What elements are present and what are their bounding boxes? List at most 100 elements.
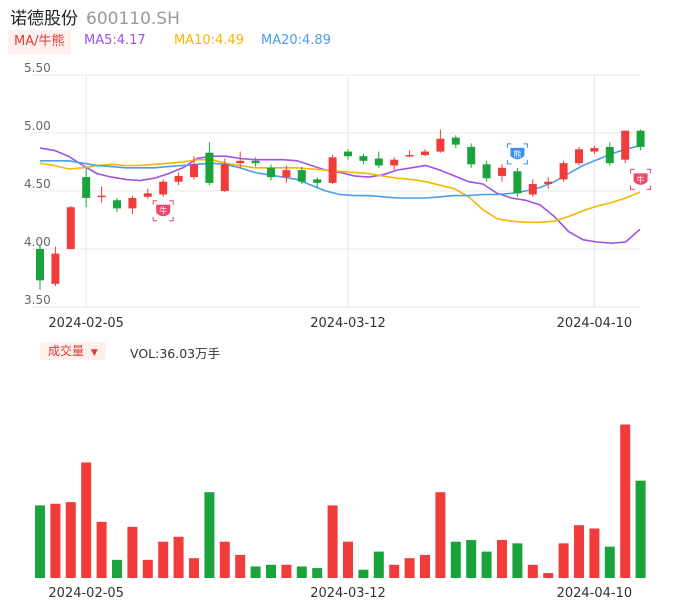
candle xyxy=(621,130,630,164)
candle-body xyxy=(528,184,537,195)
ma20-value: MA20:4.89 xyxy=(261,33,331,48)
candle-body xyxy=(82,177,91,198)
candle-body xyxy=(190,164,198,178)
bull-icon xyxy=(633,173,648,185)
candle-body xyxy=(297,170,306,182)
candle xyxy=(344,149,352,160)
y-tick-label: 3.50 xyxy=(24,293,51,307)
candle xyxy=(174,172,183,186)
candle xyxy=(251,157,260,167)
volume-bar xyxy=(420,554,430,578)
candle-body xyxy=(220,164,229,191)
volume-bar-chart[interactable]: 2024-02-05 2024-03-12 2024-04-10 xyxy=(0,370,686,606)
bear-badge: 熊 xyxy=(506,143,528,165)
volume-indicator-tab[interactable]: 成交量 ▼ xyxy=(40,342,106,360)
candle xyxy=(559,160,568,182)
volume-bar xyxy=(327,505,338,578)
x-tick-label: 2024-04-10 xyxy=(557,586,633,601)
stock-code: 600110.SH xyxy=(86,9,180,29)
candle-body xyxy=(236,160,245,164)
volume-bar xyxy=(635,480,646,578)
candle xyxy=(190,156,198,180)
candle-body xyxy=(143,193,152,197)
volume-bar xyxy=(250,566,261,578)
candle xyxy=(605,142,614,166)
price-candlestick-chart[interactable]: 5.50 5.00 4.50 4.00 3.50 2024-02-05 2024-03-12… xyxy=(0,60,686,335)
candle xyxy=(205,142,214,186)
volume-bar xyxy=(173,536,184,578)
volume-bar xyxy=(219,541,230,578)
volume-bar xyxy=(497,540,507,578)
volume-bar xyxy=(50,503,61,578)
volume-bar xyxy=(589,528,600,578)
x-tick-label: 2024-03-12 xyxy=(310,316,386,331)
volume-bar xyxy=(481,551,492,578)
volume-bar xyxy=(96,521,107,578)
stock-name: 诺德股份 xyxy=(10,9,78,29)
candle-body xyxy=(421,151,429,156)
x-tick-label: 2024-03-12 xyxy=(310,586,386,601)
candle-body xyxy=(128,197,137,209)
badge-frame xyxy=(506,143,528,165)
badge-label: 牛 xyxy=(159,206,167,216)
candle-body xyxy=(482,164,491,179)
volume-bar xyxy=(281,564,292,578)
candle xyxy=(421,149,429,157)
candle-body xyxy=(113,200,121,209)
badge-frame xyxy=(630,168,652,190)
y-tick-label: 4.50 xyxy=(24,177,51,191)
volume-bar xyxy=(235,554,246,578)
volume-tab-label: 成交量 xyxy=(48,344,85,358)
candle-body xyxy=(282,170,291,178)
candle-body xyxy=(374,158,383,166)
candle-body xyxy=(390,159,399,166)
candle-body xyxy=(621,130,630,160)
volume-bar xyxy=(620,424,631,578)
ma10-line xyxy=(39,158,641,224)
candle xyxy=(590,145,599,154)
candle-body xyxy=(205,152,214,183)
candle-body xyxy=(51,253,60,284)
volume-bar xyxy=(574,525,584,578)
candle xyxy=(528,179,537,197)
volume-bar xyxy=(189,558,199,578)
volume-bar xyxy=(358,569,369,578)
badge-label: 牛 xyxy=(637,174,645,184)
candle xyxy=(143,188,152,200)
volume-bar xyxy=(204,492,215,578)
candle-body xyxy=(97,195,106,198)
candle xyxy=(282,165,291,183)
y-tick-label: 5.00 xyxy=(24,119,51,133)
candle xyxy=(374,151,383,168)
volume-bar xyxy=(604,546,615,578)
candle-body xyxy=(605,146,614,164)
candle xyxy=(467,143,476,168)
ma5-value: MA5:4.17 xyxy=(84,33,146,48)
volume-bar xyxy=(312,568,323,578)
volume-bar xyxy=(296,566,307,578)
x-tick-label: 2024-02-05 xyxy=(48,316,124,331)
volume-bar xyxy=(127,526,138,578)
candle xyxy=(82,167,91,208)
candle-body xyxy=(498,167,506,176)
candle-body xyxy=(66,207,75,249)
volume-bar xyxy=(343,541,353,578)
candle-body xyxy=(159,181,168,195)
bull-icon xyxy=(156,204,171,217)
bull-badge: 牛 xyxy=(152,200,174,222)
candle xyxy=(636,129,645,151)
candle xyxy=(513,167,522,197)
ma10-value: MA10:4.49 xyxy=(174,33,244,48)
candle xyxy=(267,164,275,181)
candle-body xyxy=(267,167,275,178)
volume-bar xyxy=(35,505,45,578)
candle xyxy=(328,155,337,185)
ma-indicator-tab[interactable]: MA/牛熊 xyxy=(8,30,71,54)
candle xyxy=(113,197,121,212)
candle xyxy=(297,166,306,185)
y-tick-label: 5.50 xyxy=(24,61,51,75)
bear-icon xyxy=(510,147,525,160)
volume-bar xyxy=(512,543,523,578)
candle xyxy=(575,146,583,166)
badge-frame xyxy=(152,200,174,222)
